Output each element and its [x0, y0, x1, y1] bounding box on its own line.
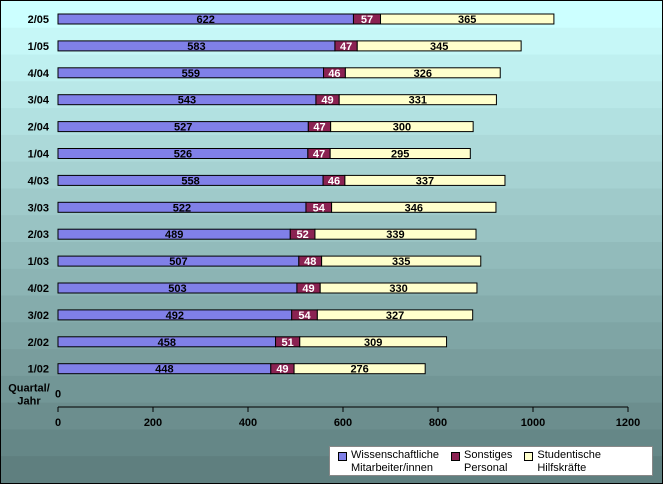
bar-segment — [314, 228, 477, 240]
bar-segment — [329, 148, 471, 159]
category-label: 2/03 — [28, 229, 49, 241]
bar-segment — [299, 336, 448, 348]
legend-item-series-3: Studentische Hilfskräfte — [516, 447, 605, 475]
bar-segment — [330, 121, 474, 133]
data-label: 339 — [386, 229, 404, 241]
data-label: 458 — [158, 337, 176, 349]
category-label: 1/02 — [28, 364, 49, 376]
category-label: 1/05 — [28, 41, 49, 53]
data-label: 276 — [350, 364, 368, 376]
chart-legend: Wissenschaftliche Mitarbeiter/innen Sons… — [329, 446, 653, 476]
data-label: 522 — [173, 202, 191, 214]
category-label: 2/04 — [28, 122, 50, 134]
data-label: 489 — [165, 229, 183, 241]
data-label: 337 — [416, 175, 434, 187]
data-label: 54 — [313, 202, 326, 214]
data-label: 326 — [414, 68, 432, 80]
bar-segment — [321, 255, 482, 267]
category-label: 4/02 — [28, 283, 49, 295]
data-label: 346 — [405, 202, 423, 214]
legend-swatch-series-3 — [524, 452, 534, 461]
data-label: 295 — [391, 149, 409, 161]
data-label: 327 — [386, 310, 404, 322]
legend-item-series-2: Sonstiges Personal — [443, 447, 516, 475]
data-label: 335 — [392, 256, 410, 268]
data-label: 526 — [174, 149, 192, 161]
bar-segment — [319, 282, 478, 294]
data-label: 503 — [168, 283, 186, 295]
data-label: 47 — [340, 41, 352, 53]
category-label: 3/04 — [28, 95, 50, 107]
x-tick-label: 800 — [429, 417, 447, 429]
x-tick-label: 0 — [55, 417, 61, 429]
data-label: 527 — [174, 122, 192, 134]
data-label: 330 — [389, 283, 407, 295]
bar-segment — [331, 201, 497, 213]
bar-segment — [344, 67, 501, 79]
category-label: 3/02 — [28, 310, 49, 322]
x-tick-label: 200 — [144, 417, 162, 429]
x-tick-label: 600 — [334, 417, 352, 429]
data-label: 300 — [393, 122, 411, 134]
legend-item-series-1: Wissenschaftliche Mitarbeiter/innen — [330, 447, 443, 475]
data-label: 57 — [361, 14, 373, 26]
data-label: 49 — [321, 95, 333, 107]
data-label: 345 — [430, 41, 448, 53]
legend-label-series-2: Sonstiges Personal — [464, 449, 513, 474]
data-label: 54 — [298, 310, 311, 322]
data-label: 52 — [297, 229, 309, 241]
data-label: 448 — [155, 364, 173, 376]
background-band — [1, 375, 662, 404]
data-label: 492 — [166, 310, 184, 322]
data-label: 558 — [181, 175, 199, 187]
data-label: 46 — [328, 68, 340, 80]
data-label: 559 — [182, 68, 200, 80]
data-label: 507 — [169, 256, 187, 268]
data-label: 49 — [302, 283, 314, 295]
legend-label-series-3: Studentische Hilfskräfte — [537, 449, 601, 474]
data-label: 47 — [313, 149, 325, 161]
legend-swatch-series-1 — [338, 452, 347, 461]
data-label: 309 — [364, 337, 382, 349]
data-label: 46 — [328, 175, 340, 187]
data-label: 622 — [197, 14, 215, 26]
zero-category-label: 0 — [55, 389, 61, 401]
category-label: 4/04 — [28, 68, 50, 80]
bar-segment — [316, 309, 474, 321]
data-label: 48 — [304, 256, 316, 268]
bar-segment — [338, 94, 497, 106]
data-label: 47 — [313, 122, 325, 134]
data-label: 331 — [409, 95, 427, 107]
data-label: 543 — [178, 95, 196, 107]
x-tick-label: 1000 — [521, 417, 545, 429]
x-tick-label: 1200 — [616, 417, 640, 429]
category-label: 1/04 — [28, 149, 50, 161]
category-label: 4/03 — [28, 175, 49, 187]
category-label: 2/02 — [28, 337, 49, 349]
data-label: 51 — [282, 337, 294, 349]
data-label: 49 — [276, 364, 288, 376]
category-label: 2/05 — [28, 14, 49, 26]
bar-segment — [344, 174, 506, 186]
bar-segment — [380, 13, 555, 25]
category-label: 1/03 — [28, 256, 49, 268]
category-axis-title: Quartal/Jahr — [8, 383, 50, 408]
category-label: 3/03 — [28, 202, 49, 214]
x-tick-label: 400 — [239, 417, 257, 429]
legend-label-series-1: Wissenschaftliche Mitarbeiter/innen — [351, 449, 440, 474]
data-label: 583 — [187, 41, 205, 53]
legend-swatch-series-2 — [451, 452, 461, 461]
bar-segment — [356, 40, 522, 52]
bar-segment — [293, 363, 426, 375]
data-label: 365 — [458, 14, 476, 26]
